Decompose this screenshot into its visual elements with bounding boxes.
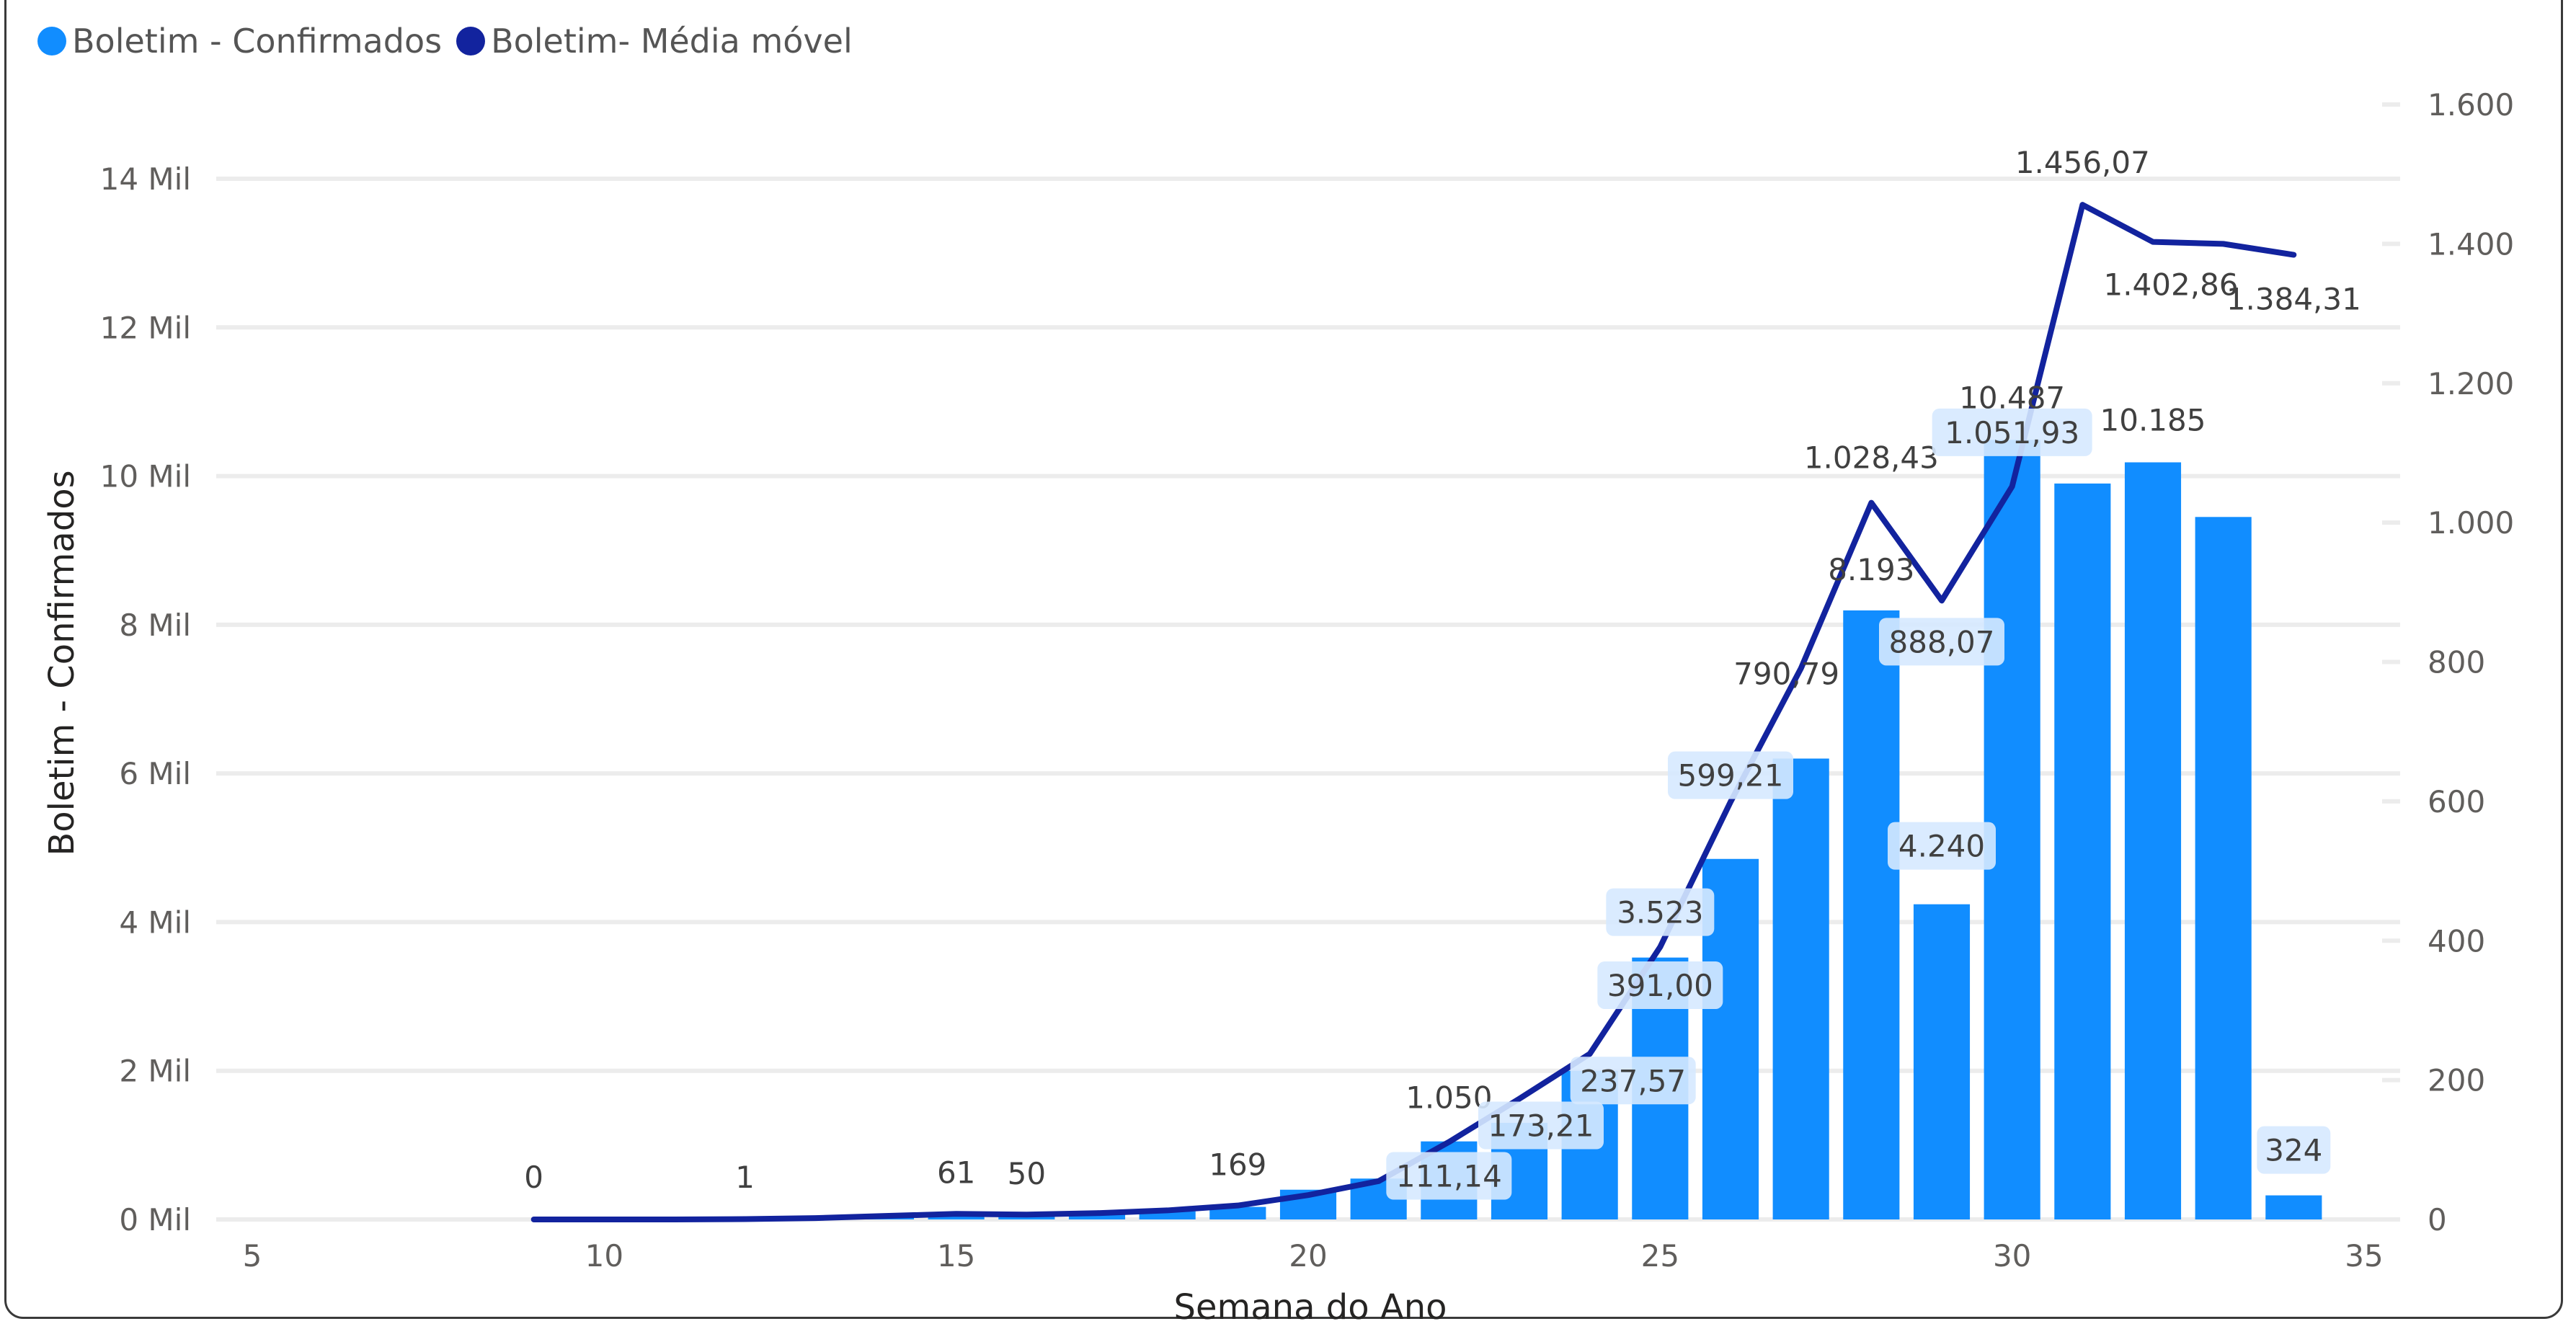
y-right-tick-label: 1.200 <box>2428 366 2514 401</box>
data-label: 790,79 <box>1733 656 1839 691</box>
y-right-tick-label: 1.000 <box>2428 505 2514 541</box>
data-labels: 0 1 61 50 1691.0503.5238.1934.24010.48710.18… <box>524 145 2361 1200</box>
y-left-tick-label: 6 Mil <box>119 756 191 791</box>
x-tick-label: 10 <box>585 1238 623 1274</box>
legend-item-media-movel[interactable]: Boletim- Média móvel <box>456 22 853 61</box>
y-left-tick-label: 12 Mil <box>100 310 191 345</box>
y-right-tick-label: 600 <box>2428 784 2485 819</box>
data-label: 61 <box>937 1155 975 1191</box>
data-label: 1.028,43 <box>1804 440 1939 476</box>
data-label: 10.185 <box>2100 402 2206 437</box>
data-label: 8.193 <box>1828 552 1914 587</box>
x-tick-label: 5 <box>243 1238 262 1274</box>
data-label-bg <box>1888 822 1996 870</box>
data-label-bg <box>2257 1126 2331 1174</box>
chart-legend: Boletim - Confirmados Boletim- Média móv… <box>37 22 867 61</box>
y-right-tick-label: 800 <box>2428 645 2485 680</box>
y-left-tick-label: 2 Mil <box>119 1054 191 1089</box>
bar[interactable] <box>2054 483 2111 1219</box>
x-tick-label: 25 <box>1641 1238 1679 1274</box>
data-label: 1 <box>735 1160 755 1195</box>
data-label: 391,00 <box>1607 968 1713 1003</box>
y-left-tick-label: 4 Mil <box>119 904 191 940</box>
data-label-bg <box>1932 408 2092 456</box>
bar[interactable] <box>2265 1195 2322 1219</box>
bar[interactable] <box>1843 610 1900 1219</box>
data-label-bg <box>1386 1152 1512 1200</box>
x-axis-title: Semana do Ano <box>1174 1287 1447 1328</box>
data-label: 1.402,86 <box>2103 267 2238 303</box>
data-label: 173,21 <box>1488 1108 1594 1144</box>
data-label: 169 <box>1209 1147 1266 1183</box>
data-label: 0 <box>524 1160 543 1195</box>
data-label-bg <box>1597 961 1723 1009</box>
bar[interactable] <box>1913 904 1971 1219</box>
bar[interactable] <box>2195 517 2252 1219</box>
bar[interactable] <box>928 1214 985 1219</box>
axes: 0 Mil 2 Mil 4 Mil 6 Mil 8 Mil 10 Mil 12 Mil 14 … <box>42 87 2514 1328</box>
legend-label-confirmados: Boletim - Confirmados <box>72 22 443 61</box>
y-right-tick-label: 400 <box>2428 923 2485 959</box>
y-left-tick-label: 10 Mil <box>100 459 191 494</box>
bar[interactable] <box>1209 1206 1266 1219</box>
y-left-tick-label: 8 Mil <box>119 608 191 643</box>
data-label: 888,07 <box>1889 624 1995 659</box>
data-label-bg <box>1879 618 2004 666</box>
data-label-bg <box>1668 751 1793 799</box>
bar[interactable] <box>2124 462 2182 1219</box>
legend-marker-confirmados <box>37 27 66 55</box>
data-label: 1.456,07 <box>2015 145 2150 180</box>
bar[interactable] <box>1139 1211 1196 1219</box>
x-tick-label: 35 <box>2345 1238 2383 1274</box>
data-label-bg <box>1606 888 1715 936</box>
x-tick-label: 15 <box>937 1238 975 1274</box>
data-label: 3.523 <box>1617 895 1703 930</box>
x-tick-label: 30 <box>1993 1238 2031 1274</box>
legend-item-confirmados[interactable]: Boletim - Confirmados <box>37 22 442 61</box>
data-label: 50 <box>1008 1156 1046 1191</box>
data-label: 599,21 <box>1678 758 1784 794</box>
data-label: 1.051,93 <box>1945 415 2079 450</box>
data-label-bg <box>1478 1101 1604 1150</box>
y-right-tick-label: 200 <box>2428 1063 2485 1098</box>
data-label: 1.384,31 <box>2226 282 2361 317</box>
data-label: 324 <box>2265 1133 2322 1168</box>
y-right-tick-label: 0 <box>2428 1202 2447 1237</box>
y-right-tick-label: 1.600 <box>2428 87 2514 123</box>
y-axis-title: Boletim - Confirmados <box>42 470 82 855</box>
bar[interactable] <box>1772 758 1829 1219</box>
data-label: 111,14 <box>1396 1159 1502 1194</box>
bar[interactable] <box>1068 1213 1126 1219</box>
data-label: 4.240 <box>1898 829 1985 864</box>
y-left-tick-label: 0 Mil <box>119 1202 191 1237</box>
bar[interactable] <box>998 1215 1055 1219</box>
x-tick-label: 20 <box>1289 1238 1327 1274</box>
data-label: 237,57 <box>1580 1063 1686 1098</box>
data-label: 1.050 <box>1405 1080 1492 1116</box>
legend-label-media-movel: Boletim- Média móvel <box>491 22 853 61</box>
y-left-tick-label: 14 Mil <box>100 161 191 197</box>
y-right-tick-label: 1.400 <box>2428 226 2514 262</box>
data-label-bg <box>1570 1057 1696 1105</box>
bar-series <box>716 440 2322 1220</box>
legend-marker-media-movel <box>456 27 486 55</box>
